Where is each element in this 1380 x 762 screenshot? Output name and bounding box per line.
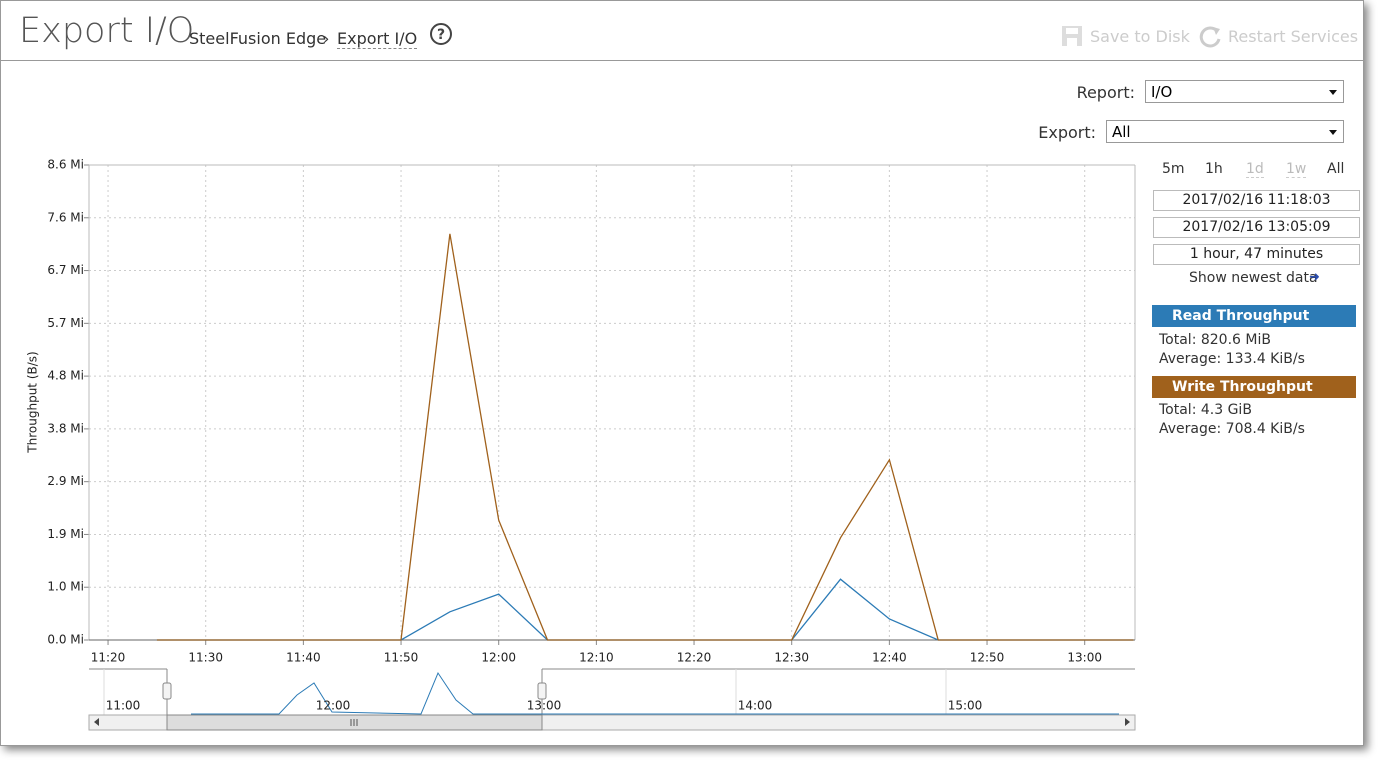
x-tick-label: 12:00 [481,651,516,665]
legend-average: Average: 708.4 KiB/s [1159,421,1305,437]
start-time[interactable]: 2017/02/16 11:18:03 [1153,190,1360,211]
y-tick-label: 5.7 Mi [47,316,84,330]
x-tick-label: 11:30 [188,651,223,665]
navigator-label: 11:00 [106,699,141,713]
x-tick-label: 11:50 [384,651,419,665]
svg-text:?: ? [437,27,445,43]
navigator: 11:00 12:00 13:00 14:00 15:00 [88,668,1136,731]
x-tick-label: 12:50 [970,651,1005,665]
x-tick-label: 12:30 [774,651,809,665]
range-button: 1w [1286,161,1307,178]
duration: 1 hour, 47 minutes [1153,244,1360,265]
navigator-label: 15:00 [948,699,983,713]
legend-average: Average: 133.4 KiB/s [1159,351,1305,367]
x-tick-label: 12:20 [677,651,712,665]
page-title: Export I/O [19,11,195,51]
y-tick-label: 6.7 Mi [47,263,84,277]
x-tick-label: 11:40 [286,651,321,665]
save-button[interactable]: Save to Disk [1090,27,1190,46]
series-line [156,233,1134,641]
navigator-label: 12:00 [316,699,351,713]
report-label: Report: [1076,83,1135,102]
export-label: Export: [1038,123,1096,142]
y-tick-label: 8.6 Mi [47,158,84,172]
range-button[interactable]: 1h [1205,161,1223,177]
y-tick-label: 1.0 Mi [47,580,84,594]
y-tick-label: 3.8 Mi [47,421,84,435]
y-tick-label: 7.6 Mi [47,210,84,224]
breadcrumb-link[interactable]: SteelFusion Edge [189,29,327,48]
legend-read[interactable]: Read Throughput [1152,305,1356,327]
breadcrumb-current[interactable]: Export I/O [337,29,418,49]
x-tick-label: 12:40 [872,651,907,665]
range-button[interactable]: All [1327,161,1345,177]
restart-icon [1199,26,1221,48]
save-icon [1062,26,1082,46]
restart-button[interactable]: Restart Services [1228,27,1359,46]
navigator-label: 13:00 [527,699,562,713]
header-rule [1,60,1363,61]
y-tick-label: 2.9 Mi [47,474,84,488]
x-tick-label: 12:10 [579,651,614,665]
legend-label: Write Throughput [1172,379,1313,395]
show-newest-link[interactable]: Show newest data [1189,270,1318,286]
range-button[interactable]: 5m [1162,161,1185,177]
legend-label: Read Throughput [1172,308,1310,324]
x-tick-label: 13:00 [1067,651,1102,665]
x-tick-label: 11:20 [91,651,126,665]
panel: Export I/O SteelFusion Edge › Export I/O… [0,0,1364,746]
help-icon[interactable]: ? [428,21,454,47]
y-axis-title: Throughput (B/s) [26,351,40,453]
y-tick-label: 4.8 Mi [47,369,84,383]
legend-total: Total: 820.6 MiB [1159,332,1271,348]
export-select[interactable]: All [1106,120,1344,143]
range-button: 1d [1246,161,1264,178]
legend-total: Total: 4.3 GiB [1159,402,1252,418]
arrow-icon: ➜ [1309,270,1320,285]
breadcrumb-separator: › [323,29,330,48]
chart: Throughput (B/s) 11:00 12:00 13:00 14:00 15:… [26,158,1136,731]
plot-frame [88,164,1136,641]
end-time[interactable]: 2017/02/16 13:05:09 [1153,217,1360,238]
y-tick-label: 1.9 Mi [47,527,84,541]
legend-write[interactable]: Write Throughput [1152,376,1356,398]
y-tick-label: 0.0 Mi [47,633,84,647]
navigator-label: 14:00 [738,699,773,713]
report-select[interactable]: I/O [1145,80,1344,103]
